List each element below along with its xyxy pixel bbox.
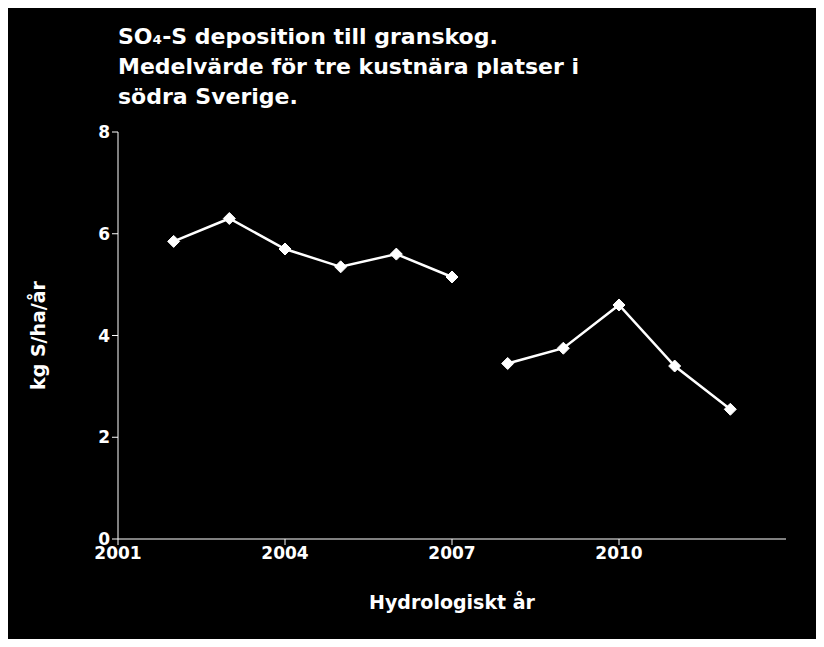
svg-text:6: 6	[98, 224, 110, 244]
svg-text:Hydrologiskt år: Hydrologiskt år	[369, 590, 535, 613]
svg-text:0: 0	[98, 529, 110, 549]
svg-text:4: 4	[98, 326, 110, 346]
html-text:södra Sverige.: södra Sverige.	[118, 84, 298, 109]
html-text:SO₄-S deposition till granskog: SO₄-S deposition till granskog.	[118, 24, 498, 49]
svg-text:2: 2	[98, 427, 110, 447]
html-text:Medelvärde för tre kustnära pl: Medelvärde för tre kustnära platser i	[118, 54, 579, 79]
svg-text:8: 8	[98, 122, 110, 142]
svg-text:2010: 2010	[595, 543, 642, 563]
svg-text:2001: 2001	[94, 543, 142, 564]
svg-text:2004: 2004	[261, 543, 308, 563]
svg-text:2007: 2007	[428, 543, 475, 563]
svg-text:kg S/ha/år: kg S/ha/år	[26, 280, 49, 390]
